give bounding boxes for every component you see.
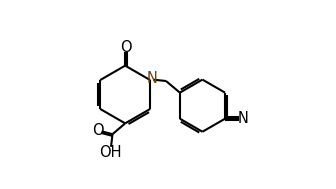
Text: N: N	[146, 71, 158, 86]
Text: O: O	[92, 123, 104, 138]
Text: N: N	[238, 111, 249, 126]
Text: OH: OH	[99, 145, 122, 160]
Text: O: O	[120, 40, 131, 54]
